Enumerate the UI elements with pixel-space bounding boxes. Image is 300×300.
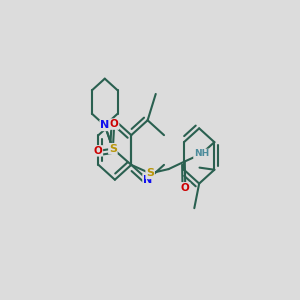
Text: O: O <box>181 183 190 193</box>
Text: N: N <box>143 175 152 185</box>
Text: O: O <box>94 146 102 156</box>
Text: NH: NH <box>194 149 209 158</box>
Text: N: N <box>100 120 110 130</box>
Text: S: S <box>109 144 117 154</box>
Text: O: O <box>110 119 118 129</box>
Text: S: S <box>146 168 154 178</box>
